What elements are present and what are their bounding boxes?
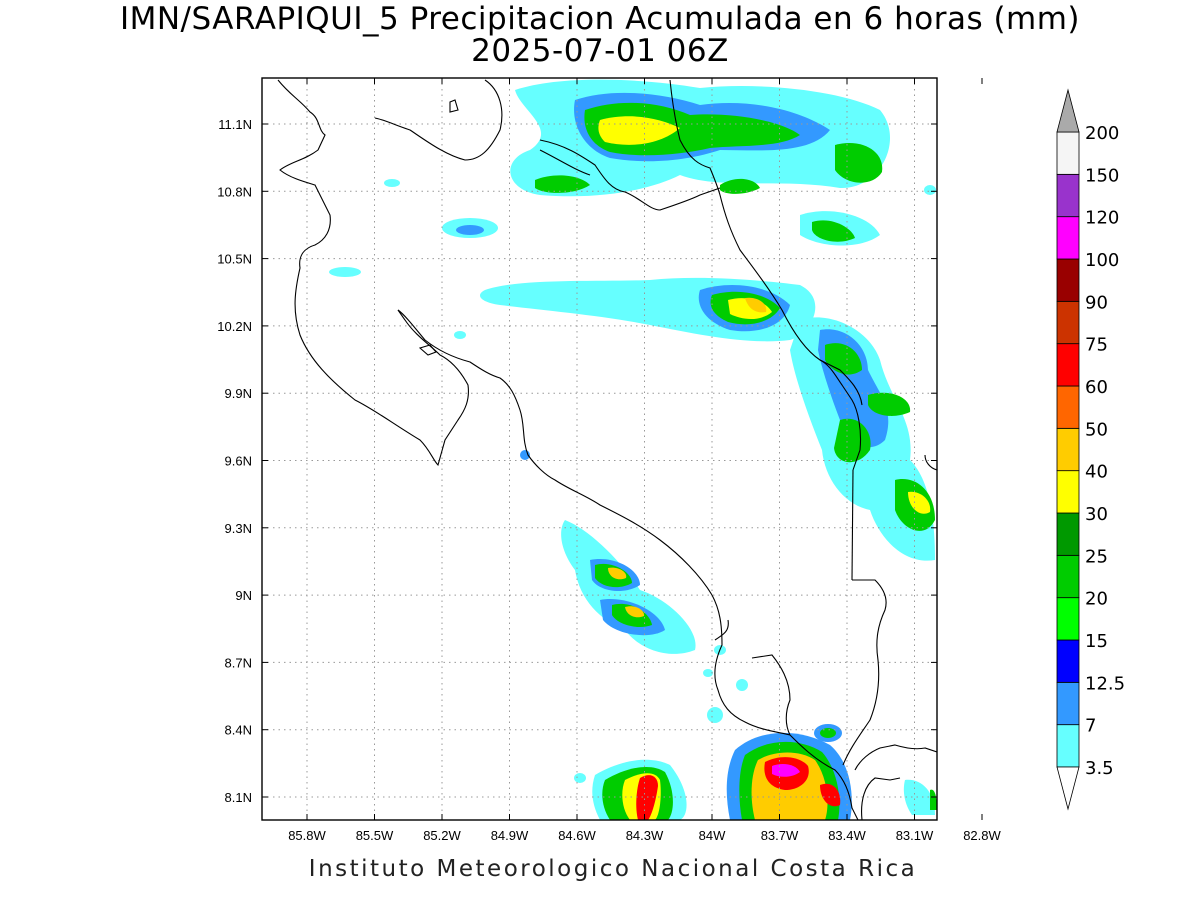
lat-tick-label: 10.8N: [217, 184, 252, 199]
colorbar-label: 90: [1085, 292, 1108, 313]
colorbar-label: 7: [1085, 716, 1096, 737]
longitude-axis: 85.8W 85.5W 85.2W 84.9W 84.6W 84.3W 84W 83.7W 83…: [288, 78, 1002, 843]
map-timestamp: 2025-07-01 06Z: [471, 33, 729, 69]
lat-tick-label: 8.7N: [225, 655, 252, 670]
colorbar-segment: [1056, 724, 1080, 768]
colorbar-segment: [1056, 258, 1080, 302]
lon-tick-label: 82.8W: [963, 828, 1001, 843]
lon-tick-label: 84.9W: [491, 828, 529, 843]
colorbar-top-arrow: [1056, 88, 1080, 133]
colorbar-label: 200: [1085, 123, 1119, 144]
coastlines: [277, 79, 937, 820]
rain-scattered-cells: [329, 179, 936, 783]
colorbar-label: 100: [1085, 250, 1119, 271]
rain-cluster-east: [790, 317, 935, 561]
lon-tick-label: 85.8W: [288, 828, 326, 843]
lon-tick-label: 83.4W: [828, 828, 866, 843]
colorbar-segment: [1056, 681, 1080, 726]
rain-cluster-south: [592, 732, 937, 820]
colorbar-segment: [1056, 512, 1080, 556]
colorbar-bottom-arrow: [1056, 766, 1080, 811]
colorbar-label: 30: [1085, 504, 1108, 525]
colorbar-label: 20: [1085, 589, 1108, 610]
colorbar-segment: [1056, 131, 1080, 175]
lon-tick-label: 84W: [699, 828, 726, 843]
colorbar-segment: [1056, 300, 1080, 345]
colorbar-label: 12.5: [1085, 673, 1125, 694]
colorbar-segment: [1056, 554, 1080, 599]
colorbar-segment: [1056, 597, 1080, 641]
institution-footer: Instituto Meteorologico Nacional Costa R…: [308, 856, 918, 882]
colorbar-label: 15: [1085, 631, 1108, 652]
colorbar-segment: [1056, 173, 1080, 218]
rain-cluster-north: [510, 79, 891, 197]
colorbar-segment: [1056, 427, 1080, 472]
lon-tick-label: 85.2W: [423, 828, 461, 843]
rain-cluster-central: [480, 211, 880, 342]
lat-tick-label: 9N: [235, 588, 252, 603]
lat-tick-label: 9.3N: [225, 521, 252, 536]
grid-lines: [262, 78, 937, 820]
lon-tick-label: 84.6W: [558, 828, 596, 843]
map-frame: [261, 77, 938, 821]
precipitation-field: [329, 79, 937, 820]
latitude-axis: 11.1N 10.8N 10.5N 10.2N 9.9N 9.6N 9.3N 9N 8.7N 8.…: [217, 117, 937, 805]
lat-tick-label: 8.1N: [225, 790, 252, 805]
colorbar-segment: [1056, 385, 1080, 429]
colorbar-label: 120: [1085, 208, 1119, 229]
colorbar-label: 150: [1085, 165, 1119, 186]
map-title: IMN/SARAPIQUI_5 Precipitacion Acumulada …: [119, 1, 1081, 37]
rain-cluster-southwest: [561, 520, 696, 654]
colorbar-label: 3.5: [1085, 758, 1114, 779]
lat-tick-label: 8.4N: [225, 723, 252, 738]
colorbar-label: 60: [1085, 377, 1108, 398]
colorbar-label: 50: [1085, 419, 1108, 440]
colorbar-segment: [1056, 639, 1080, 683]
lat-tick-label: 9.6N: [225, 454, 252, 469]
lat-tick-label: 10.5N: [217, 252, 252, 267]
colorbar-segment: [1056, 343, 1080, 387]
lon-tick-label: 83.7W: [761, 828, 799, 843]
lon-tick-label: 85.5W: [356, 828, 394, 843]
colorbar-label: 75: [1085, 335, 1108, 356]
colorbar-segment: [1056, 216, 1080, 260]
lat-tick-label: 10.2N: [217, 319, 252, 334]
lat-tick-label: 9.9N: [225, 386, 252, 401]
lon-tick-label: 84.3W: [626, 828, 664, 843]
precipitation-colorbar: 3.5 7 12.5 15 20 25 30 40 50 60 75 90 100 120 150 200: [1056, 88, 1125, 811]
colorbar-segment: [1056, 470, 1080, 514]
lat-tick-label: 11.1N: [218, 117, 252, 132]
lon-tick-label: 83.1W: [896, 828, 934, 843]
colorbar-label: 40: [1085, 462, 1108, 483]
colorbar-label: 25: [1085, 546, 1108, 567]
